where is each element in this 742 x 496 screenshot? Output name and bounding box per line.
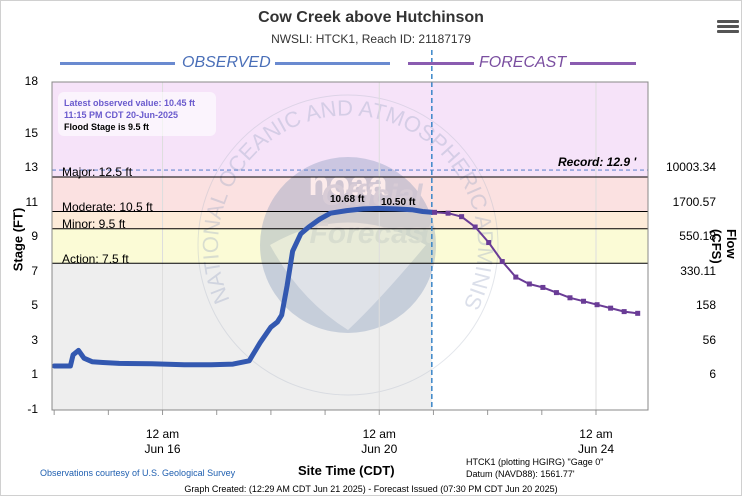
flow-tick-label: 6 [709, 367, 716, 382]
latest-value-text: Latest observed value: 10.45 ft [64, 98, 196, 108]
latest-info-box: Latest observed value: 10.45 ft 11:15 PM… [58, 92, 216, 136]
forecast-point [526, 281, 532, 287]
flow-tick-label: 550.18 [679, 229, 716, 244]
forecast-point [635, 310, 641, 316]
observed-series-line [51, 205, 435, 369]
forecast-region [431, 263, 648, 410]
flow-tick-label: 158 [695, 298, 716, 313]
gage-datum: Datum (NAVD88): 1561.77' [466, 469, 575, 479]
y-axis-title: Stage (FT) [10, 207, 26, 272]
chart-title: Cow Creek above Hutchinson [258, 9, 484, 26]
forecast-label: FORECAST [479, 54, 567, 71]
band-minor [52, 211, 648, 229]
band-action [52, 228, 648, 264]
flow-axis-title: Flow (CFS) [709, 229, 739, 264]
flow-tick-label: 330.11 [680, 263, 716, 278]
x-tick-label: 12 am Jun 24 [577, 427, 614, 456]
band-moderate [52, 176, 648, 212]
forecast-point [553, 290, 559, 296]
forecast-point [594, 302, 600, 308]
x-tick-label: 12 am Jun 20 [361, 427, 398, 456]
record-label: Record: 12.9 ' [558, 155, 637, 169]
forecast-point [445, 210, 451, 216]
observed-rule-left [60, 62, 175, 65]
forecast-point [499, 259, 505, 265]
forecast-rule-right [570, 62, 636, 65]
observed-label: OBSERVED [182, 54, 271, 71]
forecast-point [486, 240, 492, 246]
latest-time-text: 11:15 PM CDT 20-Jun-2025 [64, 110, 179, 120]
forecast-peak-label: 10.50 ft [381, 197, 416, 208]
forecast-point [459, 214, 465, 220]
flow-tick-label: 56 [702, 332, 716, 347]
forecast-rule-left [408, 62, 474, 65]
y-tick-label: 15 [24, 125, 38, 140]
minor-label: Minor: 9.5 ft [62, 217, 126, 231]
moderate-label: Moderate: 10.5 ft [62, 200, 153, 214]
gage-line-1: HTCK1 (plotting HGIRG) "Gage 0" [466, 457, 604, 467]
y-tick-label: 11 [25, 194, 38, 209]
y-tick-label: 3 [31, 332, 38, 347]
forecast-series-line [434, 211, 638, 315]
forecast-point [432, 209, 438, 215]
menu-icon[interactable] [717, 18, 739, 38]
gage-info: HTCK1 (plotting HGIRG) "Gage 0" Datum (N… [466, 456, 603, 480]
y-tick-label: 9 [31, 229, 38, 244]
observed-rule-right [275, 62, 390, 65]
action-label: Action: 7.5 ft [62, 252, 129, 266]
flow-tick-label: 1700.57 [672, 194, 716, 209]
forecast-point [472, 224, 478, 230]
forecast-point [621, 309, 627, 315]
plot-border [51, 81, 649, 411]
forecast-point [608, 305, 614, 311]
forecast-point [540, 284, 546, 290]
y-tick-label: 5 [31, 298, 38, 313]
major-label: Major: 12.5 ft [62, 165, 133, 179]
y-tick-label: 7 [31, 263, 38, 278]
y-tick-label: 13 [24, 160, 38, 175]
watermark-noaa: noaa [308, 165, 388, 203]
forecast-point [581, 298, 587, 304]
usgs-courtesy-link[interactable]: Observations courtesy of U.S. Geological… [40, 468, 236, 478]
x-tick-label: 12 am Jun 16 [144, 427, 181, 456]
y-tick-label: -1 [27, 402, 38, 416]
observed-peak-label: 10.68 ft [330, 194, 365, 205]
graph-created-text: Graph Created: (12:29 AM CDT Jun 21 2025… [184, 484, 558, 494]
flood-stage-text: Flood Stage is 9.5 ft [64, 122, 150, 132]
y-tick-label: 18 [24, 74, 38, 88]
chart-subtitle: NWSLI: HTCK1, Reach ID: 21187179 [271, 32, 471, 46]
flow-tick-label: 10003.34 [665, 160, 716, 175]
watermark-forecast: Forecast [309, 217, 436, 250]
forecast-point [567, 295, 573, 301]
x-axis-title: Site Time (CDT) [298, 463, 395, 478]
y-tick-label: 1 [31, 367, 38, 382]
forecast-point [513, 274, 519, 280]
